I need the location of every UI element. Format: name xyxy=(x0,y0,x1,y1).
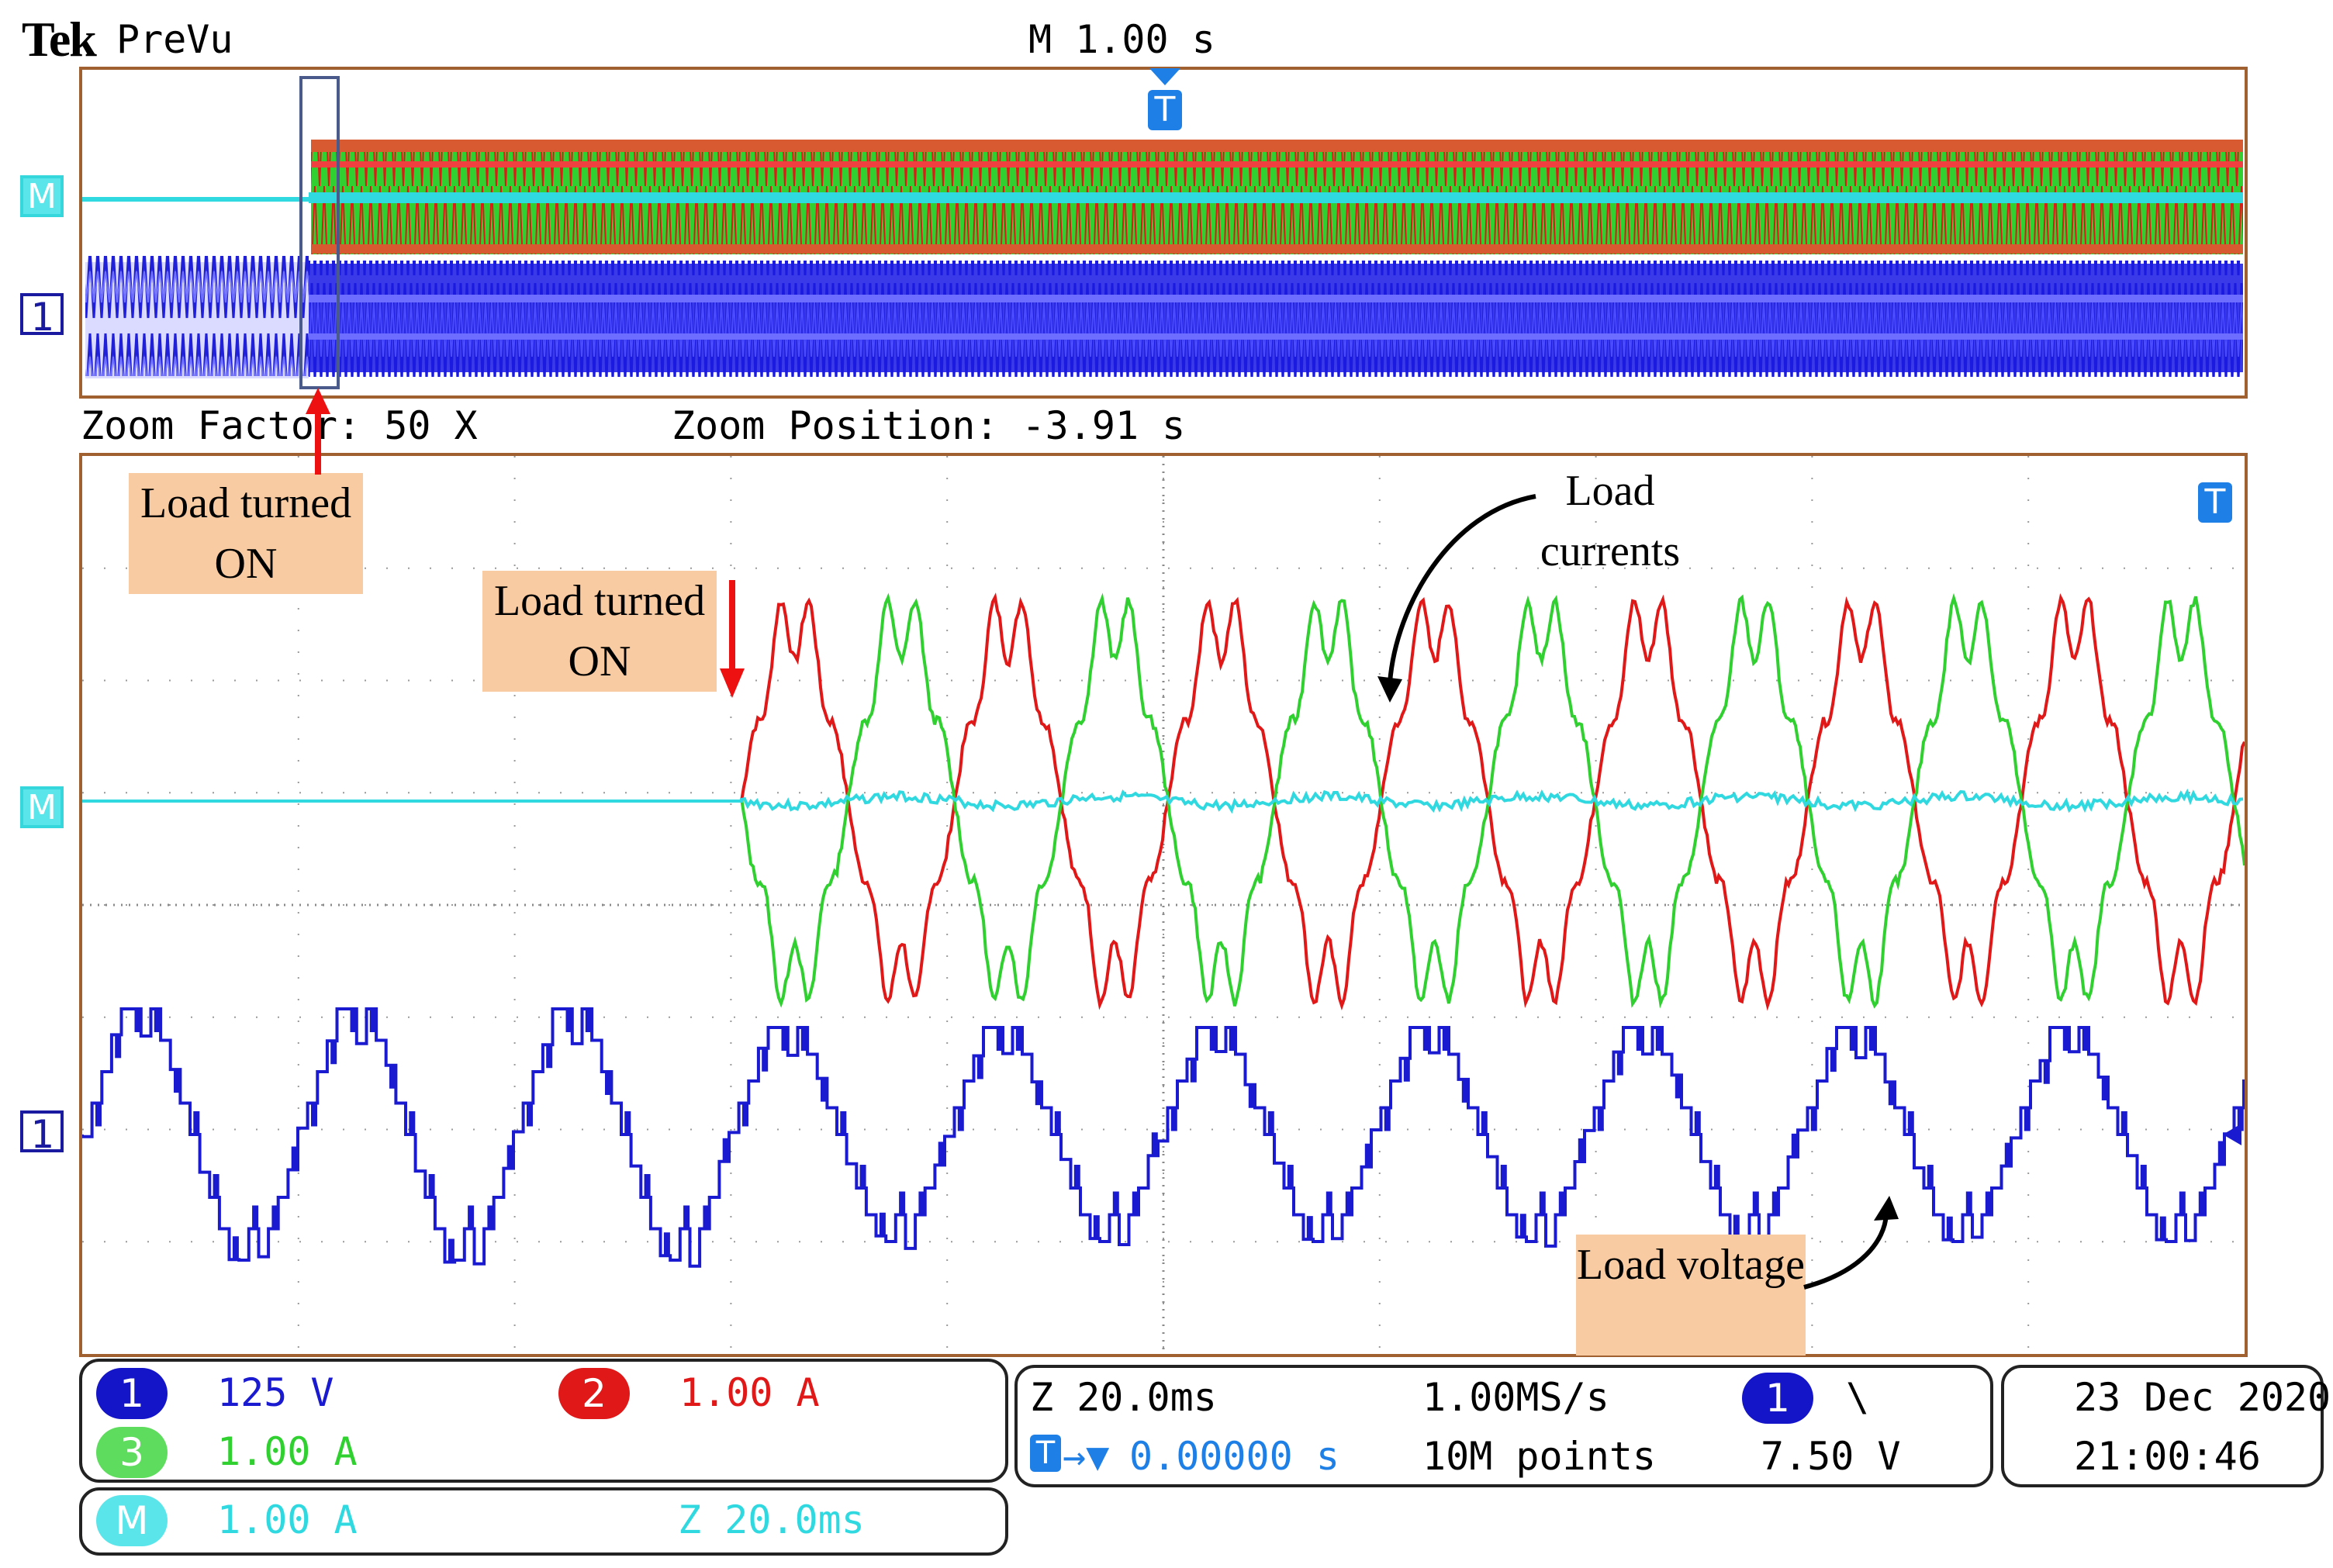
trigger-position: 0.00000 s xyxy=(1129,1434,1339,1479)
ch3-current-trace xyxy=(82,592,2245,1009)
time-label: 21:00:46 xyxy=(2074,1434,2261,1479)
math-trace xyxy=(82,788,2244,814)
zoom-trigger-marker[interactable]: T xyxy=(2198,482,2232,523)
load-voltage-note: Load voltage xyxy=(1576,1235,1806,1356)
overview-waveform-svg xyxy=(82,76,2243,389)
sample-rate: 1.00MS/s xyxy=(1422,1375,1609,1420)
trigger-level-arrow-icon xyxy=(2223,1124,2241,1145)
trigger-arrow-icon xyxy=(1149,68,1180,85)
channel-scale-panel[interactable] xyxy=(79,1359,1008,1483)
load-on-upper-note: Load turned ON xyxy=(129,473,363,594)
zoom-time: Z 20.0ms xyxy=(1030,1375,1217,1420)
trigger-level: 7.50 V xyxy=(1761,1434,1901,1479)
overview-math-marker[interactable]: M xyxy=(20,175,64,217)
trigger-position-arrow: →▼ xyxy=(1063,1434,1110,1479)
ch1-scale: 125 V xyxy=(217,1370,334,1415)
load-on-lower-note: Load turned ON xyxy=(482,571,717,692)
ch1-voltage-trace xyxy=(82,1007,2245,1268)
brand-logo: Tek xyxy=(22,12,97,67)
timebase-label: M 1.00 s xyxy=(1028,17,1215,62)
ch3-badge[interactable]: 3 xyxy=(96,1427,168,1478)
trigger-slope: \ xyxy=(1846,1375,1870,1420)
ch3-scale: 1.00 A xyxy=(217,1429,358,1474)
zoom-waveform-display[interactable] xyxy=(79,453,2248,1357)
datetime-panel xyxy=(2001,1365,2324,1487)
ch2-badge[interactable]: 2 xyxy=(558,1368,630,1419)
math-badge[interactable]: M xyxy=(96,1495,168,1546)
overview-ch1-marker[interactable]: 1 xyxy=(20,293,64,338)
zoom-position-label: Zoom Position: -3.91 s xyxy=(672,403,1186,448)
zoom-waveform-svg xyxy=(82,456,2245,1354)
load-currents-label: Load currents xyxy=(1540,467,1681,575)
overview-trigger-marker[interactable]: T xyxy=(1148,90,1182,130)
ch2-scale: 1.00 A xyxy=(679,1370,820,1415)
math-scale: 1.00 A xyxy=(217,1497,358,1542)
record-length: 10M points xyxy=(1422,1434,1657,1479)
math-zoom: Z 20.0ms xyxy=(678,1497,865,1542)
acquisition-panel[interactable] xyxy=(1014,1365,1993,1487)
ch1-badge[interactable]: 1 xyxy=(96,1368,168,1419)
trigger-position-icon: T xyxy=(1030,1435,1061,1472)
mode-label: PreVu xyxy=(116,17,233,62)
date-label: 23 Dec 2020 xyxy=(2074,1375,2331,1420)
math-scale-panel[interactable] xyxy=(79,1487,1008,1556)
zoom-factor-label: Zoom Factor: 50 X xyxy=(81,403,478,448)
ch2-current-trace xyxy=(82,592,2245,1011)
zoom-ch1-marker[interactable]: 1 xyxy=(20,1110,64,1155)
zoom-math-marker[interactable]: M xyxy=(20,786,64,828)
trigger-source-badge[interactable]: 1 xyxy=(1742,1373,1813,1424)
